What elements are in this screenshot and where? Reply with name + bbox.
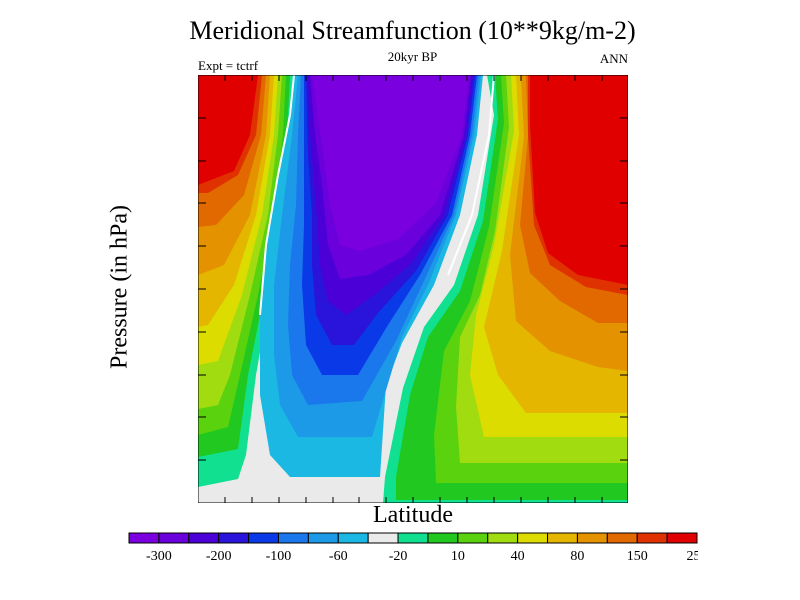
colorbar-swatch [576, 532, 608, 544]
colorbar-swatch [517, 532, 549, 544]
zero-contour-left [259, 75, 295, 316]
colorbar-swatch [307, 532, 339, 544]
colorbar-tick-label: 150 [627, 549, 648, 564]
x-axis-label: Latitude [373, 502, 453, 528]
colorbar-swatch [367, 532, 399, 544]
colorbar-tick-label: -20 [389, 549, 408, 564]
colorbar-swatch [128, 532, 160, 544]
season-label: ANN [599, 51, 628, 66]
colorbar-tick-label: -200 [206, 549, 232, 564]
colorbar-swatch [397, 532, 429, 544]
band-neg-350 [312, 75, 469, 251]
colorbar-swatch [487, 532, 519, 544]
colorbar-swatch [248, 532, 279, 544]
colorbar-swatch [457, 532, 489, 544]
chart-title: Meridional Streamfunction (10**9kg/m-2) [189, 16, 636, 45]
colorbar-tick-label: 10 [451, 549, 465, 564]
colorbar-swatch [636, 532, 668, 544]
colorbar-swatch [188, 532, 220, 544]
colorbar-swatch [218, 532, 250, 544]
colorbar-tick-label: 40 [511, 549, 525, 564]
colorbar-swatch [547, 532, 578, 544]
colorbar-tick-label: 80 [570, 549, 584, 564]
colorbar-tick-label: 250 [687, 549, 699, 564]
colorbar-swatch [337, 532, 369, 544]
colorbar-tick-label: -300 [146, 549, 172, 564]
colorbar-tick-label: -100 [266, 549, 292, 564]
colorbar-swatch [277, 532, 309, 544]
y-axis-label: Pressure (in hPa) [106, 205, 133, 369]
band-left-750 [198, 75, 258, 185]
contour-plot [198, 75, 628, 503]
band-pos-750 [530, 75, 628, 285]
colorbar-swatch [427, 532, 459, 544]
colorbar-tick-label: -60 [329, 549, 348, 564]
zero-contour-right [447, 75, 495, 276]
colorbar-swatch [666, 532, 698, 544]
chart-subtitle: 20kyr BP [387, 49, 438, 64]
colorbar-swatch [606, 532, 638, 544]
colorbar-swatch [158, 532, 190, 544]
colorbar: -300 -200 -100 -60 -20 10 40 80 150 250 [128, 532, 699, 564]
experiment-label: Expt = tctrf [198, 58, 259, 73]
